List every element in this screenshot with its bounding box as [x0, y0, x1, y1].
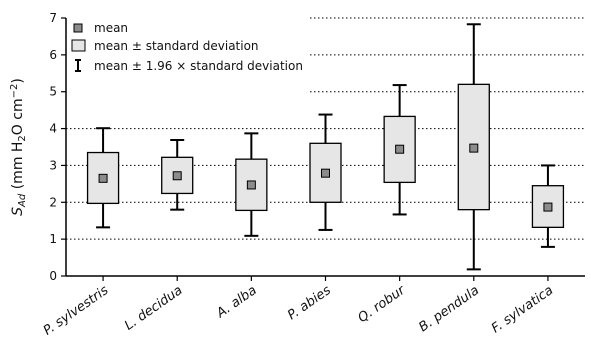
box-group [309, 113, 342, 231]
legend-whisker-symbol [75, 59, 81, 72]
y-axis-label: SAd (mm H2O cm−2) [9, 78, 28, 216]
legend-label-mean: mean [94, 21, 128, 35]
legend-mean-square [73, 23, 83, 33]
y-tick-label: 5 [49, 85, 57, 99]
x-tick-label: B. pendula [416, 283, 482, 335]
y-tick-label: 1 [49, 232, 57, 246]
grid-lines [66, 17, 585, 240]
x-tick-label: A. alba [213, 283, 259, 322]
x-tick-label: F. sylvatica [489, 283, 556, 336]
box-group [383, 84, 416, 216]
x-tick-label: L. decidua [122, 283, 185, 334]
x-tick-label: Q. robur [355, 282, 409, 326]
x-tick-label: P. sylvestris [41, 283, 112, 339]
mean-marker [321, 168, 330, 178]
box-group [457, 23, 490, 271]
box-group [235, 132, 268, 237]
x-tick-label: P. abies [285, 283, 334, 323]
mean-marker [543, 202, 553, 212]
y-tick-labels: 0 1 2 3 4 5 6 7 [49, 11, 66, 283]
y-tick-label: 0 [49, 269, 57, 283]
mean-marker [172, 171, 182, 181]
x-tick-labels: P. sylvestris L. decidua A. alba P. abies Q.… [41, 276, 556, 339]
mean-marker [469, 143, 479, 153]
legend-label-whisker: mean ± 1.96 × standard deviation [94, 59, 303, 73]
mean-marker [98, 173, 108, 183]
box-series [86, 23, 565, 271]
y-tick-label: 3 [49, 158, 57, 172]
legend: mean mean ± standard deviation mean ± 1.… [71, 21, 303, 73]
y-tick-label: 7 [49, 11, 57, 25]
y-tick-label: 2 [49, 195, 57, 209]
box-group [531, 164, 565, 248]
legend-box-swatch [71, 39, 86, 52]
legend-label-box: mean ± standard deviation [94, 39, 259, 53]
y-tick-label: 6 [49, 48, 57, 62]
box-group [161, 138, 194, 211]
y-tick-label: 4 [49, 122, 57, 136]
mean-marker [246, 180, 256, 190]
mean-marker [395, 144, 405, 154]
box-group [86, 127, 120, 229]
